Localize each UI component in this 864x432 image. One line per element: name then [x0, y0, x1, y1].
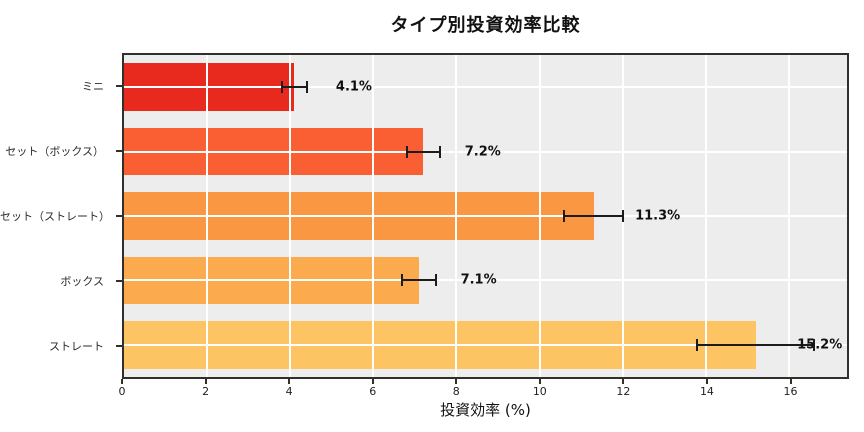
x-tick-label: 14	[699, 385, 714, 398]
gridline-horizontal	[124, 343, 847, 346]
x-tick-mark	[288, 379, 291, 384]
value-label: 4.1%	[335, 79, 372, 95]
x-tick-mark	[455, 379, 458, 384]
error-bar	[402, 279, 436, 282]
error-bar-cap	[812, 338, 815, 351]
error-bar-cap	[401, 274, 404, 287]
error-bar-cap	[621, 210, 624, 222]
x-tick-label: 2	[202, 385, 210, 398]
y-tick-label: ボックス	[60, 275, 104, 289]
x-tick-mark	[789, 379, 792, 384]
error-bar	[406, 150, 440, 153]
value-label: 7.1%	[460, 272, 497, 288]
x-tick-label: 4	[285, 385, 293, 398]
gridline-horizontal	[124, 215, 847, 217]
x-axis-label: 投資効率 (%)	[440, 401, 531, 419]
gridline-horizontal	[124, 150, 847, 153]
gridline-horizontal	[124, 279, 847, 282]
y-tick-label: ストレート	[49, 340, 104, 354]
x-tick-label: 16	[783, 385, 798, 398]
y-tick-label: セット（ボックス）	[5, 144, 104, 158]
x-tick-label: 6	[369, 385, 377, 398]
gridline-horizontal	[124, 86, 847, 89]
error-bar	[697, 343, 814, 346]
error-bar-cap	[280, 81, 283, 94]
y-tick-label: ミニ	[82, 79, 104, 93]
value-label: 11.3%	[635, 208, 681, 224]
plot-area: 4.1% 7.2% 11.3% 7.1% 15.2%	[122, 53, 849, 379]
x-tick-label: 0	[118, 385, 126, 398]
value-label: 15.2%	[797, 337, 843, 353]
error-bar-cap	[434, 274, 437, 287]
x-tick-label: 8	[452, 385, 460, 398]
error-bar-cap	[696, 338, 699, 351]
error-bar-cap	[563, 210, 566, 222]
x-tick-mark	[622, 379, 625, 384]
value-label: 7.2%	[464, 144, 501, 160]
error-bar	[564, 215, 623, 217]
x-tick-mark	[121, 379, 123, 384]
x-tick-mark	[538, 379, 541, 384]
x-tick-mark	[204, 379, 207, 384]
chart-title: タイプ別投資効率比較	[390, 15, 581, 36]
x-tick-mark	[371, 379, 374, 384]
x-tick-mark	[705, 379, 708, 384]
x-tick-label: 12	[616, 385, 631, 398]
error-bar	[281, 86, 307, 89]
error-bar-cap	[438, 145, 441, 158]
error-bar-cap	[405, 145, 408, 158]
y-axis: ミニセット（ボックス） セット（ストレート） ボックスストレート	[0, 53, 112, 379]
error-bar-cap	[305, 81, 308, 94]
x-tick-label: 10	[532, 385, 547, 398]
y-tick-label: セット（ストレート）	[0, 210, 110, 223]
